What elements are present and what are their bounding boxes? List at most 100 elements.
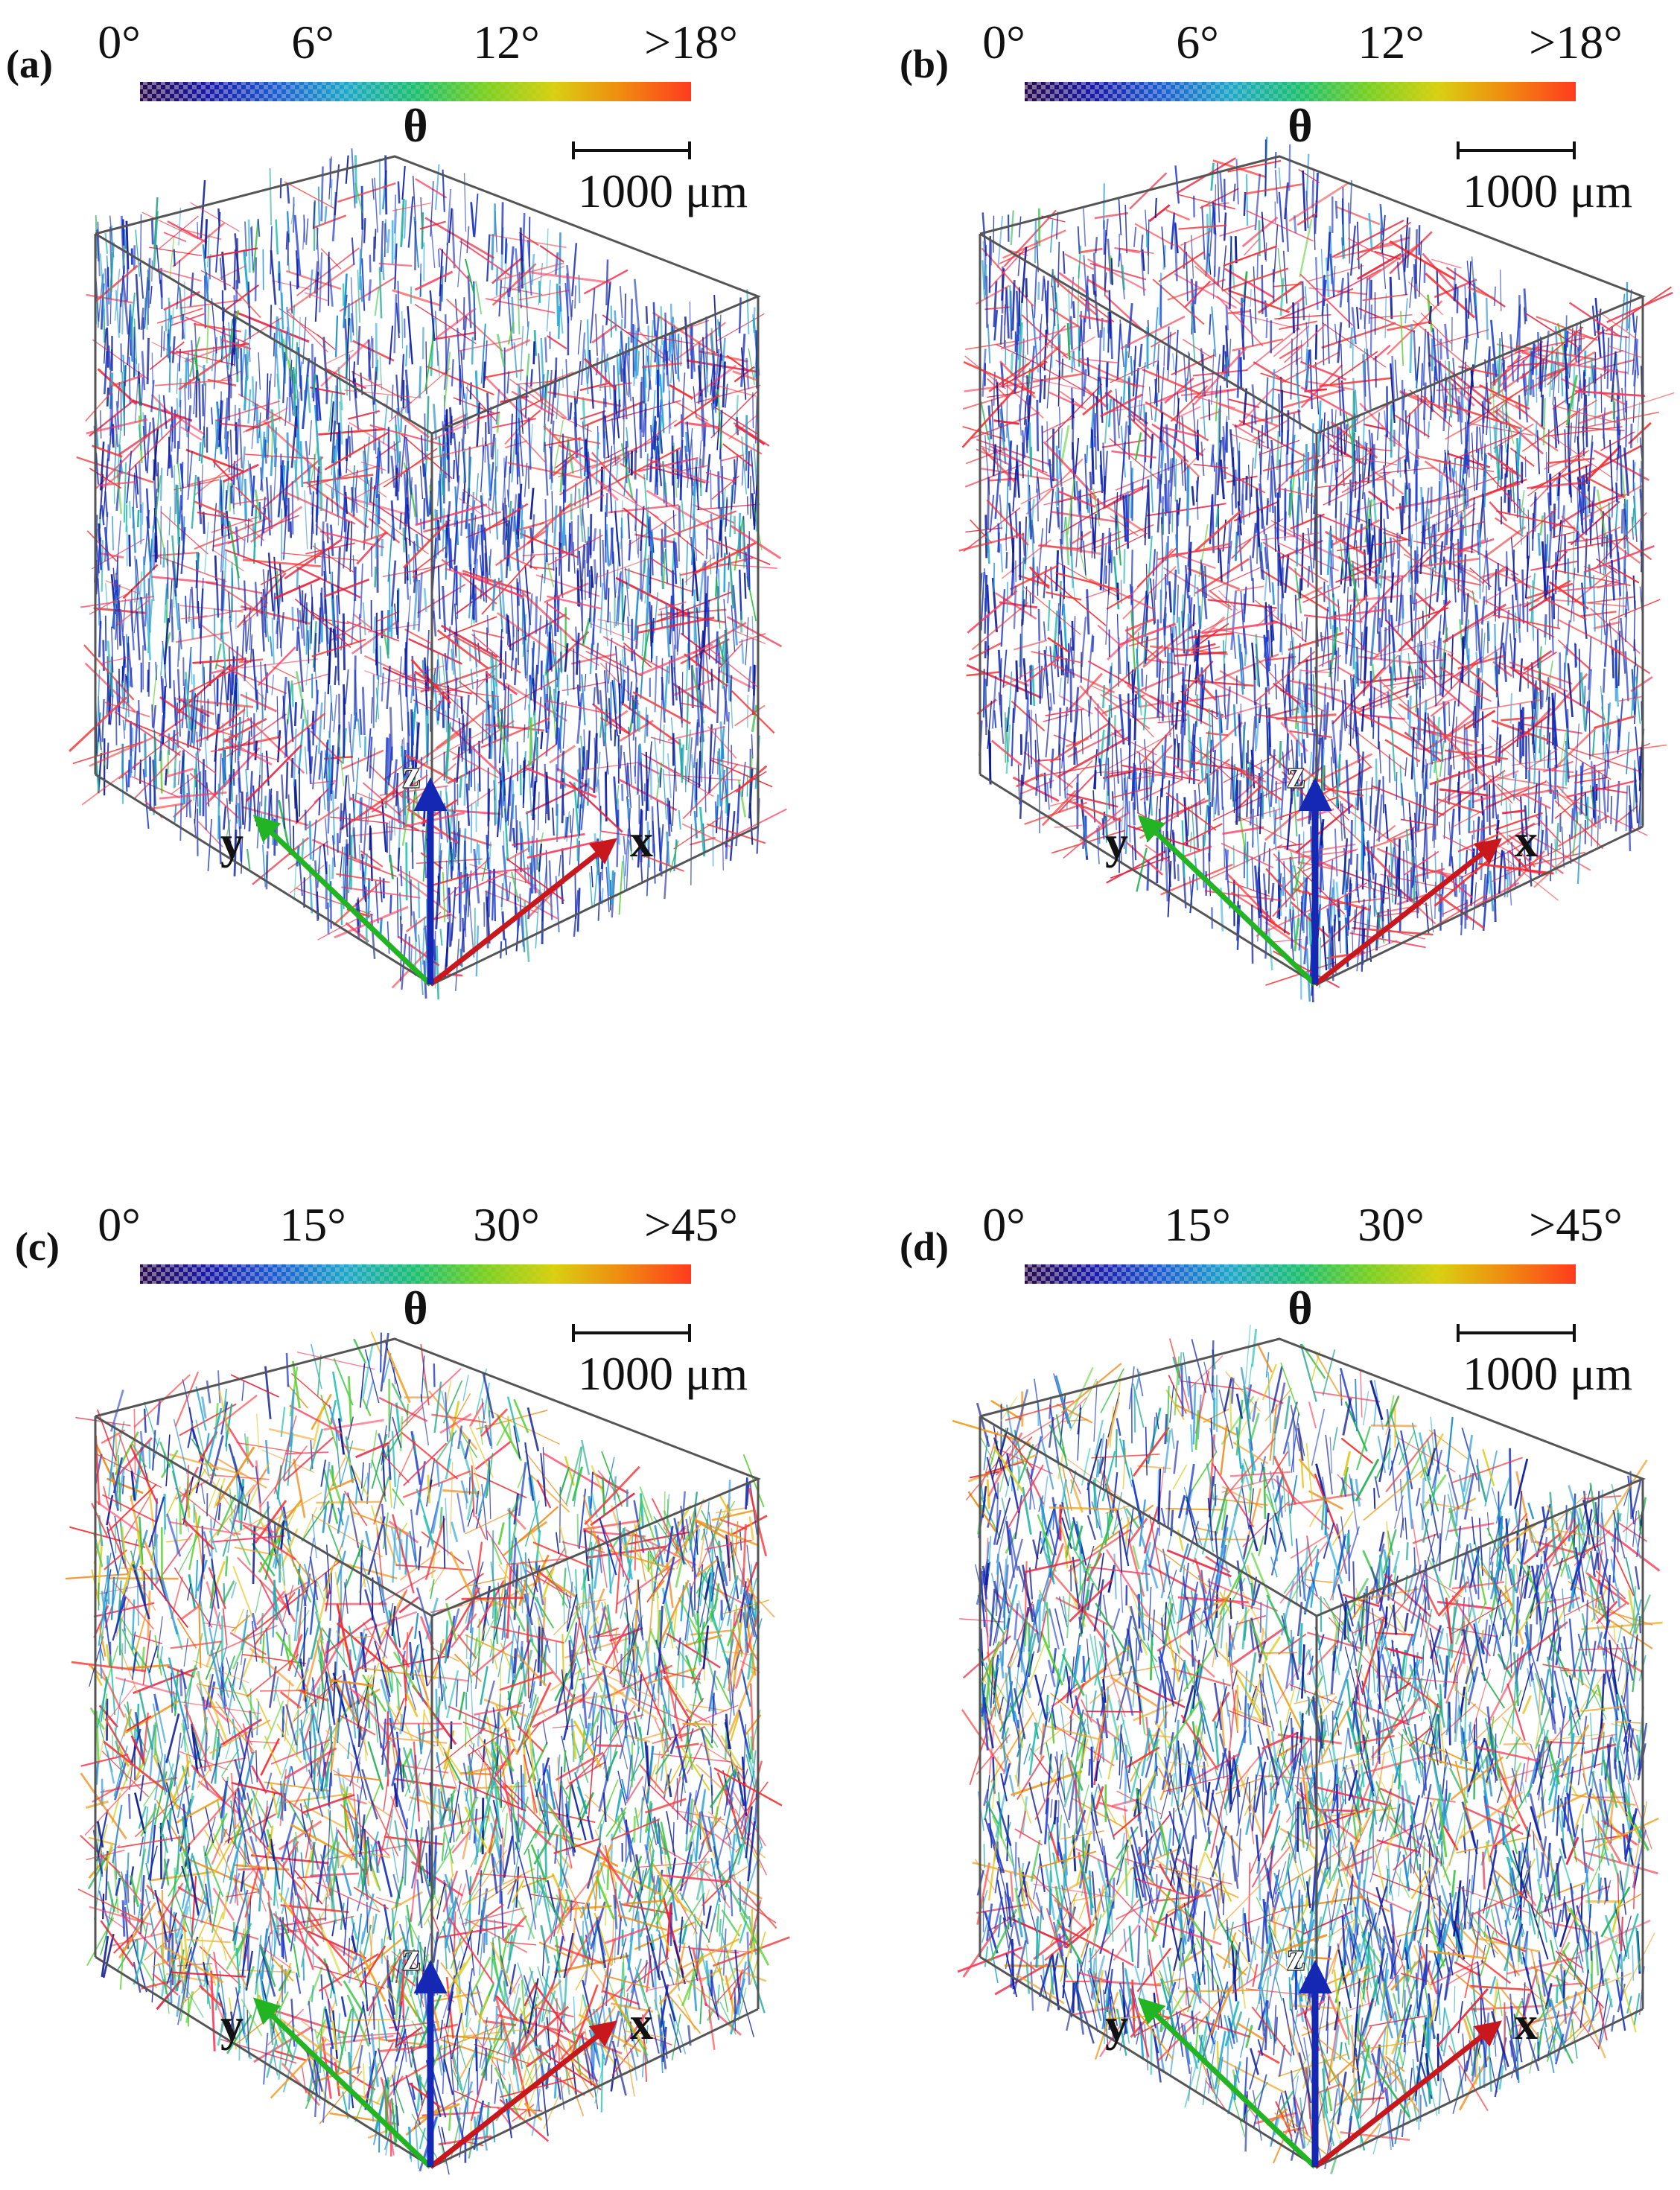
fiber-cyan xyxy=(121,287,124,335)
fiber-cyan xyxy=(141,502,144,525)
fiber-blue xyxy=(1145,675,1148,692)
fiber-red xyxy=(976,439,1052,466)
fiber-blue xyxy=(585,750,588,792)
fiber-blue xyxy=(348,722,354,782)
fiber-cyan xyxy=(281,292,284,330)
fiber-teal xyxy=(573,782,580,838)
fiber-cyan xyxy=(308,821,312,860)
fiber-teal xyxy=(1354,661,1358,690)
fiber-red xyxy=(509,556,538,570)
fiber-blue xyxy=(634,765,637,784)
fiber-blue xyxy=(725,499,728,527)
fiber-red xyxy=(392,289,440,307)
fiber-green xyxy=(567,438,574,474)
fiber-red xyxy=(412,547,447,573)
fiber-teal xyxy=(246,346,249,379)
fiber-blue xyxy=(1105,565,1107,584)
fiber-blue xyxy=(150,285,153,304)
fiber-teal xyxy=(354,155,358,204)
fiber-blue xyxy=(402,792,405,829)
fiber-blue xyxy=(372,412,375,451)
fiber-cyan xyxy=(360,276,363,302)
fiber-blue xyxy=(502,757,506,796)
fiber-blue xyxy=(1313,443,1317,481)
fiber-blue xyxy=(734,459,736,486)
fiber-blue xyxy=(226,511,230,539)
fiber-red xyxy=(672,682,717,714)
fiber-green xyxy=(529,717,532,766)
fiber-blue xyxy=(560,881,564,905)
fiber-red xyxy=(734,704,766,727)
fiber-red xyxy=(233,311,310,343)
fiber-blue xyxy=(503,672,506,691)
fiber-cyan xyxy=(331,179,333,208)
fiber-teal xyxy=(374,566,377,588)
fiber-blue xyxy=(251,475,255,517)
fiber-blue xyxy=(1138,343,1143,367)
fiber-blue xyxy=(1140,235,1144,252)
fiber-blue xyxy=(708,607,710,660)
fiber-blue xyxy=(121,276,130,335)
fiber-blue xyxy=(1045,706,1051,758)
fiber-cyan xyxy=(608,362,611,400)
fiber-blue xyxy=(399,684,404,731)
fiber-red xyxy=(325,367,366,389)
fiber-cyan xyxy=(1172,353,1175,371)
fiber-teal xyxy=(293,859,297,901)
fiber-blue xyxy=(311,343,314,398)
fiber-cyan xyxy=(434,164,440,210)
fiber-blue xyxy=(336,595,340,637)
fiber-blue xyxy=(1075,523,1080,568)
fiber-blue xyxy=(150,219,154,245)
fiber-blue xyxy=(395,467,398,497)
fiber-blue xyxy=(135,464,139,495)
fiber-cyan xyxy=(432,404,438,440)
fiber-cyan xyxy=(473,630,478,678)
fiber-blue xyxy=(537,615,542,675)
fiber-blue xyxy=(1409,276,1413,308)
fiber-green xyxy=(496,334,506,367)
fiber-blue xyxy=(577,319,582,354)
fiber-blue xyxy=(345,491,348,515)
fiber-cyan xyxy=(159,468,163,501)
fiber-blue xyxy=(358,844,361,870)
fiber-cyan xyxy=(477,844,481,865)
fiber-blue xyxy=(122,598,127,632)
fiber-blue xyxy=(344,798,349,838)
fiber-blue xyxy=(133,474,138,509)
fiber-cyan xyxy=(685,541,688,585)
fiber-cyan xyxy=(405,345,408,367)
fiber-blue xyxy=(551,491,553,533)
fiber-blue xyxy=(407,306,413,365)
fiber-blue xyxy=(672,768,675,827)
fiber-cyan xyxy=(1279,890,1282,917)
fiber-blue xyxy=(1187,806,1190,836)
fiber-teal xyxy=(493,769,498,825)
fiber-red xyxy=(325,483,386,522)
fiber-blue xyxy=(322,844,328,874)
fiber-teal xyxy=(207,233,210,267)
fiber-blue xyxy=(689,494,693,538)
fiber-blue xyxy=(1427,331,1431,367)
fiber-blue xyxy=(165,768,168,786)
fiber-cyan xyxy=(1453,458,1457,477)
fiber-blue xyxy=(549,420,555,480)
fiber-red xyxy=(722,443,753,467)
fiber-blue xyxy=(1288,144,1291,191)
fiber-red xyxy=(118,413,179,456)
fiber-blue xyxy=(1073,616,1076,664)
fiber-blue xyxy=(633,278,640,332)
fiber-cyan xyxy=(722,337,726,369)
fiber-blue xyxy=(214,713,220,762)
fiber-blue xyxy=(346,839,349,866)
fiber-cyan xyxy=(1537,532,1541,556)
fiber-blue xyxy=(605,771,608,822)
fiber-blue xyxy=(448,208,453,243)
fiber-green xyxy=(547,561,555,588)
fiber-blue xyxy=(391,384,394,419)
fiber-blue xyxy=(561,433,564,486)
fiber-cyan xyxy=(553,505,558,546)
fiber-green xyxy=(169,238,175,277)
fiber-red xyxy=(620,701,681,746)
fiber-blue xyxy=(672,445,675,506)
